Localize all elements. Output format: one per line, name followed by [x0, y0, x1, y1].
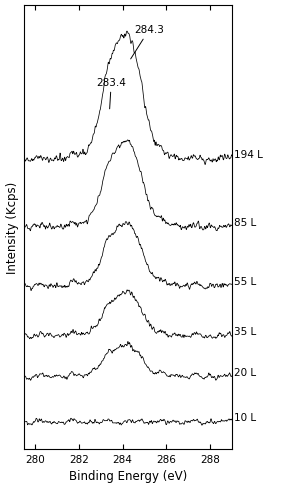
- Text: 85 L: 85 L: [234, 218, 256, 228]
- Text: 10 L: 10 L: [234, 412, 256, 423]
- Text: 283.4: 283.4: [96, 78, 126, 110]
- Text: 35 L: 35 L: [234, 326, 256, 336]
- Text: 284.3: 284.3: [131, 25, 164, 60]
- Text: 55 L: 55 L: [234, 277, 256, 286]
- X-axis label: Binding Energy (eV): Binding Energy (eV): [69, 469, 187, 483]
- Text: 20 L: 20 L: [234, 367, 256, 377]
- Text: 194 L: 194 L: [234, 150, 263, 160]
- Y-axis label: Intensity (Kcps): Intensity (Kcps): [6, 182, 19, 273]
